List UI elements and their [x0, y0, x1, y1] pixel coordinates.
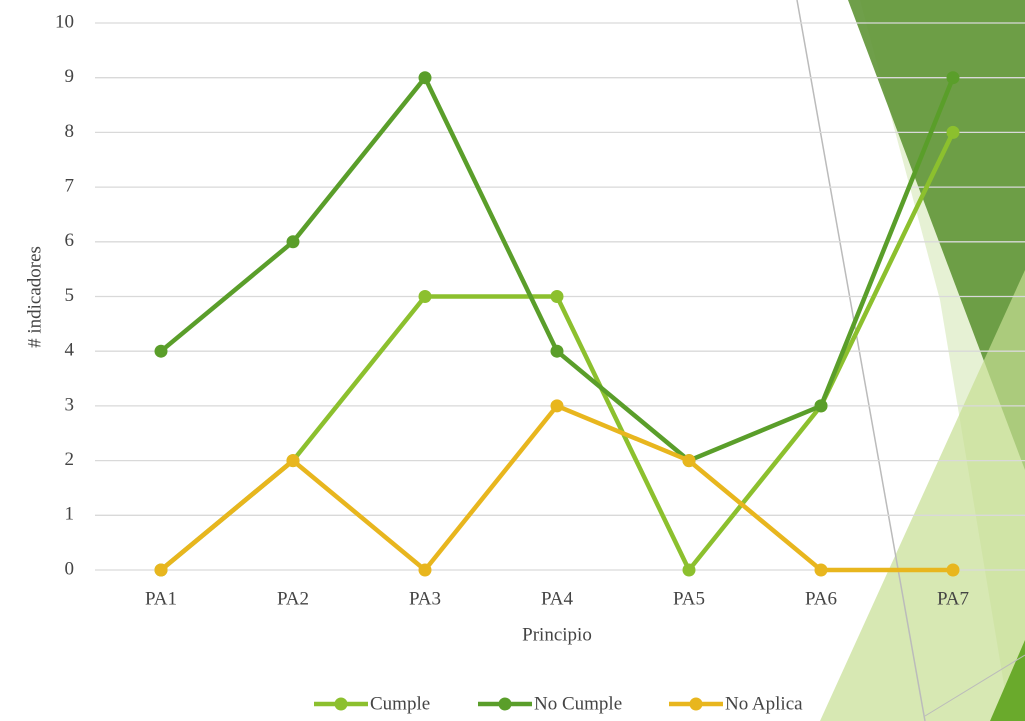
data-point: [154, 344, 168, 358]
y-tick-label: 3: [65, 394, 75, 415]
data-point: [418, 290, 432, 303]
y-tick-label: 0: [65, 558, 75, 579]
data-point: [946, 125, 960, 139]
data-point: [550, 399, 564, 413]
x-tick-label: PA6: [805, 588, 837, 609]
data-point: [814, 399, 828, 413]
x-tick-label: PA7: [937, 588, 969, 609]
background-decoration: [796, 0, 1025, 721]
legend-marker: [334, 697, 348, 711]
x-tick-label: PA4: [541, 588, 574, 609]
data-point: [286, 454, 300, 468]
legend-label: No Aplica: [725, 693, 803, 714]
data-point: [418, 71, 432, 85]
data-point: [550, 344, 564, 358]
legend-marker: [498, 697, 512, 711]
x-tick-label: PA3: [409, 588, 441, 609]
y-tick-label: 5: [65, 285, 75, 306]
x-axis-title: Principio: [522, 624, 592, 645]
y-axis-title: # indicadores: [24, 246, 45, 348]
data-point: [946, 563, 960, 577]
x-tick-label: PA1: [145, 588, 177, 609]
data-point: [286, 235, 300, 249]
legend-marker: [689, 697, 703, 711]
y-tick-label: 7: [65, 175, 75, 196]
data-point: [418, 563, 432, 577]
data-point: [814, 563, 828, 577]
x-tick-label: PA5: [673, 588, 705, 609]
data-point: [550, 290, 564, 303]
y-tick-label: 2: [65, 449, 75, 470]
y-tick-label: 9: [65, 66, 75, 87]
y-tick-label: 10: [55, 11, 74, 32]
legend-label: No Cumple: [534, 693, 622, 714]
y-tick-label: 4: [65, 340, 75, 361]
data-point: [946, 71, 960, 85]
x-tick-label: PA2: [277, 588, 309, 609]
data-point: [682, 563, 696, 577]
data-point: [682, 454, 696, 468]
y-tick-label: 8: [65, 121, 75, 142]
legend-label: Cumple: [370, 693, 430, 714]
y-tick-label: 6: [65, 230, 75, 251]
y-tick-label: 1: [65, 504, 75, 525]
data-point: [154, 563, 168, 577]
series-line: [159, 403, 953, 573]
